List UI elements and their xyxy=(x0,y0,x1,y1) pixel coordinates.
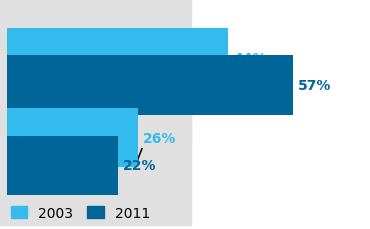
Legend: 2003, 2011: 2003, 2011 xyxy=(11,206,150,220)
Text: Literacy: Literacy xyxy=(61,63,134,81)
FancyBboxPatch shape xyxy=(0,0,192,146)
Text: 57%: 57% xyxy=(298,79,332,93)
Text: 26%: 26% xyxy=(143,131,176,145)
FancyBboxPatch shape xyxy=(0,78,192,226)
Text: 44%: 44% xyxy=(233,51,266,65)
Text: Numeracy: Numeracy xyxy=(51,143,144,161)
Bar xyxy=(7,56,293,115)
Text: 22%: 22% xyxy=(122,159,156,172)
Bar xyxy=(7,136,118,195)
Bar xyxy=(7,29,228,88)
Bar xyxy=(7,109,138,168)
